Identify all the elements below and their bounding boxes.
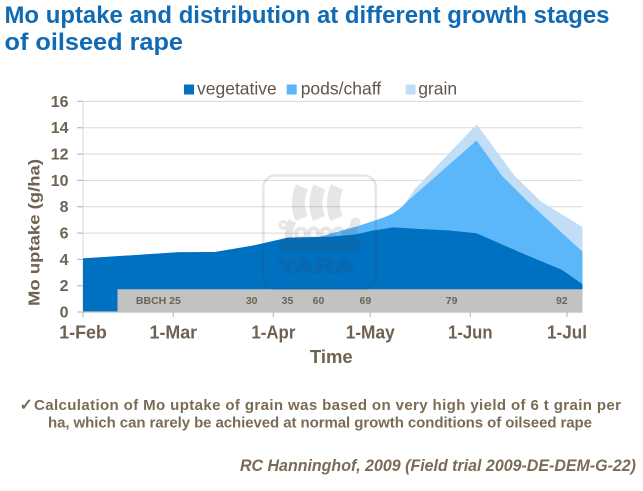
svg-text:Mo uptake (g/ha): Mo uptake (g/ha) (27, 159, 44, 306)
svg-text:✓: ✓ (20, 397, 33, 414)
svg-text:8: 8 (60, 199, 69, 216)
svg-text:10: 10 (51, 173, 69, 190)
svg-text:1-Feb: 1-Feb (59, 322, 107, 342)
svg-text:1-Jul: 1-Jul (547, 322, 587, 342)
svg-text:6: 6 (60, 226, 69, 243)
svg-text:60: 60 (313, 295, 325, 307)
svg-text:69: 69 (360, 295, 372, 307)
svg-text:grain: grain (418, 79, 457, 99)
svg-text:35: 35 (282, 295, 294, 307)
svg-text:YARA: YARA (278, 254, 355, 278)
svg-text:79: 79 (446, 295, 458, 307)
svg-text:30: 30 (246, 295, 258, 307)
svg-text:pods/chaff: pods/chaff (301, 79, 382, 99)
svg-text:12: 12 (51, 147, 69, 164)
svg-text:1-May: 1-May (346, 322, 395, 342)
svg-text:16: 16 (51, 94, 69, 111)
svg-text:vegetative: vegetative (197, 79, 277, 99)
svg-text:of oilseed rape: of oilseed rape (5, 29, 184, 56)
svg-text:1-Mar: 1-Mar (150, 322, 198, 342)
svg-text:14: 14 (51, 120, 69, 137)
svg-text:Mo uptake and distribution at: Mo uptake and distribution at different … (5, 2, 610, 29)
svg-text:2: 2 (60, 278, 69, 295)
svg-text:ha, which can rarely be achie: ha, which can rarely be achieved at norm… (48, 415, 592, 432)
svg-text:92: 92 (556, 295, 568, 307)
svg-text:RC Hanninghof, 2009 (Field tri: RC Hanninghof, 2009 (Field trial 2009-DE… (240, 457, 636, 475)
svg-text:4: 4 (60, 252, 69, 269)
svg-text:Calculation of Mo uptake of gr: Calculation of Mo uptake of grain was ba… (34, 397, 621, 414)
svg-text:BBCH 25: BBCH 25 (136, 295, 181, 307)
svg-text:1-Apr: 1-Apr (251, 322, 295, 342)
svg-text:0: 0 (60, 305, 69, 322)
svg-text:Time: Time (310, 346, 353, 367)
svg-text:1-Jun: 1-Jun (448, 322, 493, 342)
